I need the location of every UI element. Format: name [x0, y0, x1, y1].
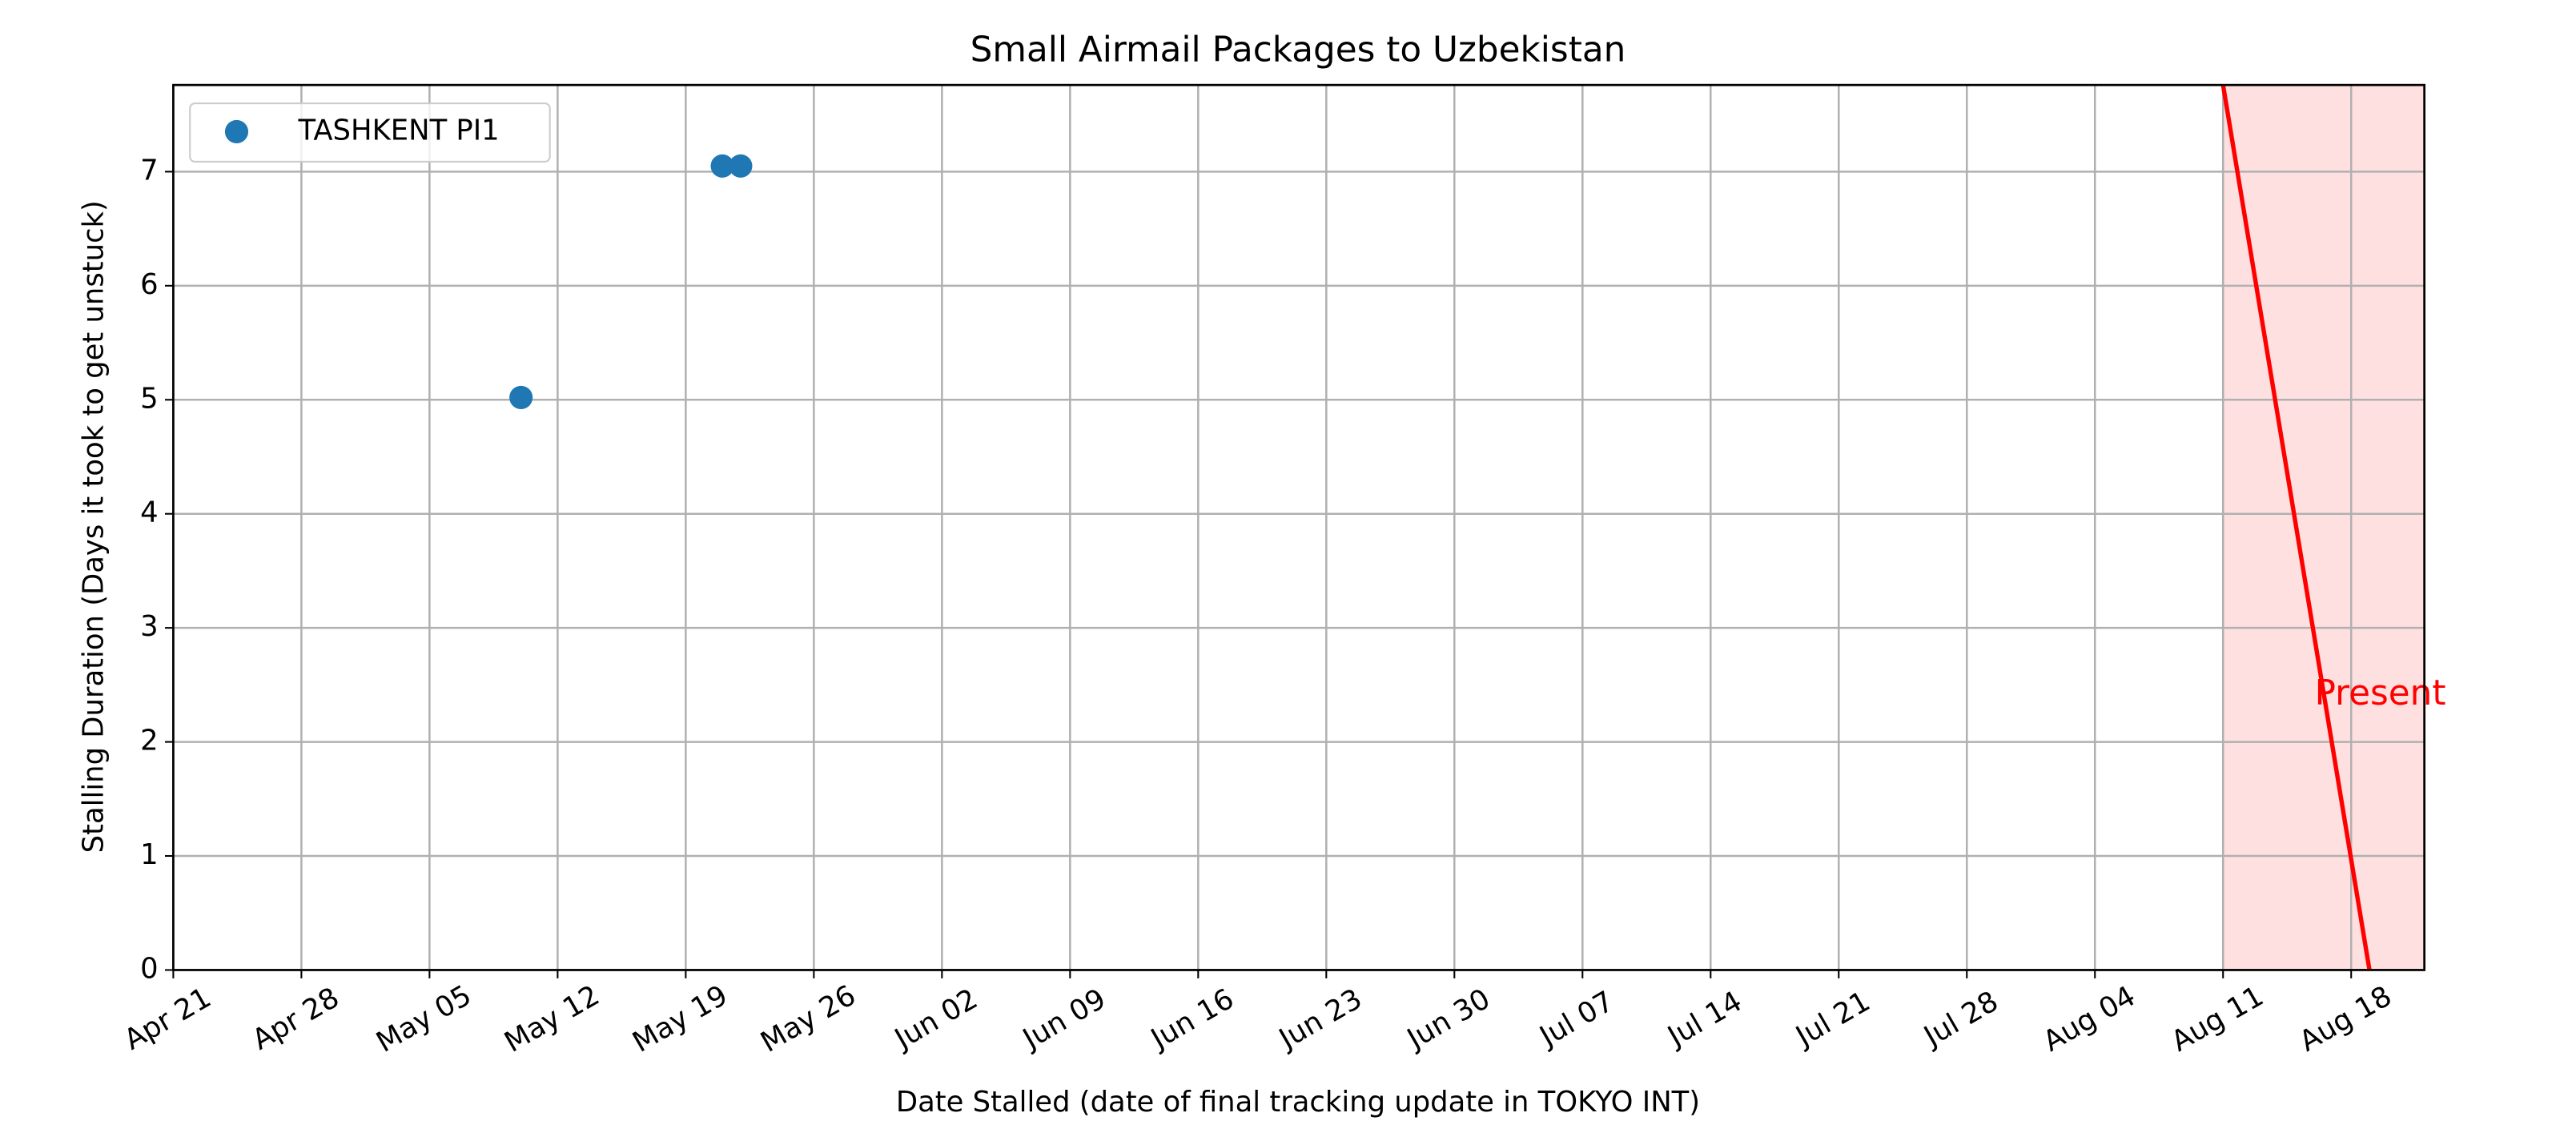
x-tick-label: Aug 11 [2166, 979, 2269, 1058]
plot-frame [172, 83, 2425, 971]
x-tick-label: May 05 [371, 978, 477, 1059]
x-tick-label: Aug 18 [2294, 979, 2397, 1058]
x-tick-label: Jul 07 [1533, 985, 1619, 1054]
y-tick-label: 1 [140, 838, 159, 871]
x-tick-label: Jul 14 [1661, 985, 1747, 1054]
y-tick-label: 7 [140, 154, 159, 187]
y-tick-label: 0 [140, 952, 159, 985]
point [710, 154, 734, 178]
point [729, 154, 753, 178]
x-tick-label: Apr 21 [119, 981, 216, 1056]
x-tick-label: May 19 [627, 978, 733, 1059]
legend-marker [224, 119, 249, 144]
legend-box [189, 102, 551, 163]
x-tick-label: Jun 23 [1272, 982, 1368, 1056]
y-tick-label: 4 [140, 496, 159, 529]
present-line [2220, 85, 2372, 970]
y-tick-label: 5 [140, 382, 159, 415]
present-label: Present [2315, 673, 2446, 713]
x-tick-label: Apr 28 [247, 981, 344, 1056]
legend-label: TASHKENT PI1 [297, 114, 499, 147]
y-tick-label: 2 [140, 725, 159, 757]
x-tick-label: May 12 [499, 978, 605, 1059]
x-tick-label: Aug 04 [2038, 979, 2141, 1058]
present-span [2223, 85, 2425, 970]
y-tick-label: 6 [140, 268, 159, 301]
x-tick-label: May 26 [755, 978, 862, 1059]
chart-title: Small Airmail Packages to Uzbekistan [971, 30, 1626, 70]
x-tick-label: Jun 16 [1144, 982, 1240, 1056]
x-tick-label: Jul 21 [1789, 985, 1875, 1054]
x-axis-label: Date Stalled (date of final tracking upd… [896, 1086, 1700, 1119]
x-tick-label: Jun 09 [1016, 982, 1111, 1056]
x-tick-label: Jun 02 [888, 982, 983, 1056]
y-axis-label: Stalling Duration (Days it took to get u… [78, 200, 111, 853]
y-tick-label: 3 [140, 610, 159, 643]
x-tick-label: Jun 30 [1401, 982, 1496, 1056]
x-tick-label: Jul 28 [1917, 985, 2003, 1054]
point [509, 385, 533, 409]
